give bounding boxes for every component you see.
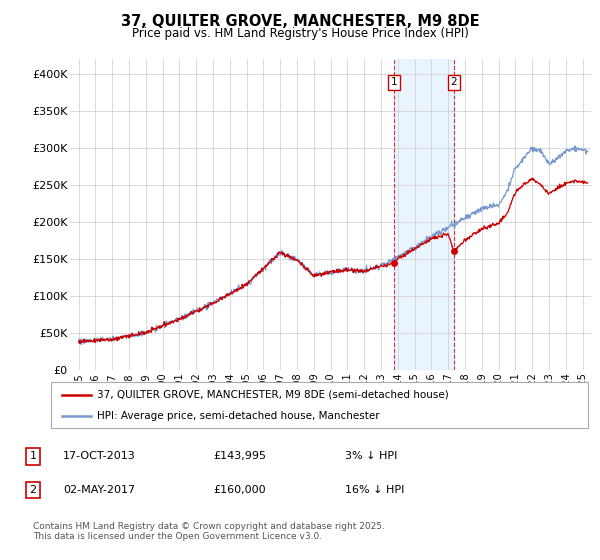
Text: 1: 1 <box>29 451 37 461</box>
Text: 16% ↓ HPI: 16% ↓ HPI <box>345 485 404 495</box>
Text: £160,000: £160,000 <box>213 485 266 495</box>
Text: 17-OCT-2013: 17-OCT-2013 <box>63 451 136 461</box>
Text: 1: 1 <box>391 77 398 87</box>
Text: HPI: Average price, semi-detached house, Manchester: HPI: Average price, semi-detached house,… <box>97 411 379 421</box>
FancyBboxPatch shape <box>51 382 588 428</box>
Text: Price paid vs. HM Land Registry's House Price Index (HPI): Price paid vs. HM Land Registry's House … <box>131 27 469 40</box>
Bar <box>394 59 454 370</box>
Text: £143,995: £143,995 <box>213 451 266 461</box>
Text: 37, QUILTER GROVE, MANCHESTER, M9 8DE: 37, QUILTER GROVE, MANCHESTER, M9 8DE <box>121 14 479 29</box>
Text: 37, QUILTER GROVE, MANCHESTER, M9 8DE (semi-detached house): 37, QUILTER GROVE, MANCHESTER, M9 8DE (s… <box>97 390 448 400</box>
Text: Contains HM Land Registry data © Crown copyright and database right 2025.
This d: Contains HM Land Registry data © Crown c… <box>33 522 385 542</box>
Text: 02-MAY-2017: 02-MAY-2017 <box>63 485 135 495</box>
Text: 2: 2 <box>451 77 457 87</box>
Text: 2: 2 <box>29 485 37 495</box>
Text: 3% ↓ HPI: 3% ↓ HPI <box>345 451 397 461</box>
